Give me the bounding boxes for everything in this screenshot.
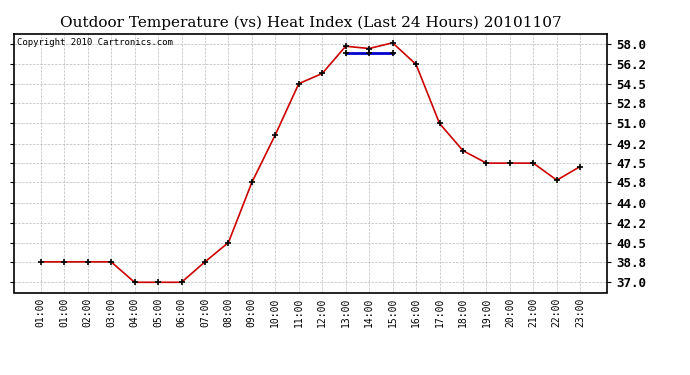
Text: Copyright 2010 Cartronics.com: Copyright 2010 Cartronics.com <box>17 38 172 46</box>
Title: Outdoor Temperature (vs) Heat Index (Last 24 Hours) 20101107: Outdoor Temperature (vs) Heat Index (Las… <box>60 15 561 30</box>
